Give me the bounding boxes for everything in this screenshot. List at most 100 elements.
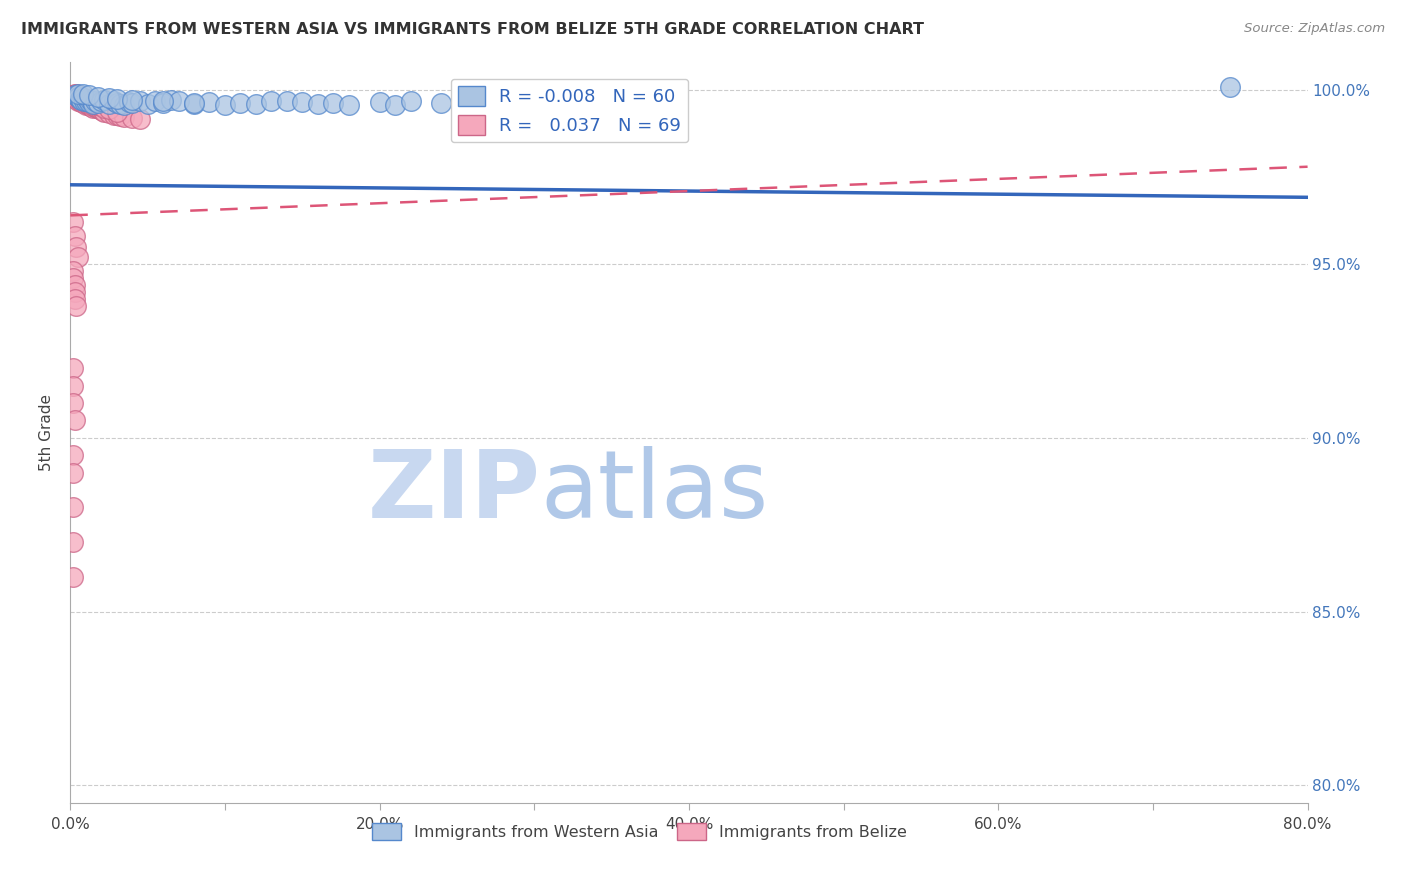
Point [67,90,90,104]
Point [399,94,422,108]
Point [62,535,84,549]
Point [69,92,91,106]
Point [72,95,94,109]
Point [245,97,267,112]
Point [72,96,94,111]
Point [600,97,623,112]
Point [80,95,103,109]
Point [198,95,221,110]
Point [65,87,87,102]
Point [87,98,110,112]
Text: ZIP: ZIP [367,446,540,538]
Point [70,90,93,104]
Point [108,109,131,123]
Point [63,229,86,244]
Point [62,500,84,515]
Point [80,99,103,113]
Point [260,94,283,108]
Text: atlas: atlas [540,446,769,538]
Point [152,96,174,111]
Point [73,95,96,110]
Point [276,95,298,109]
Point [87,101,110,115]
Legend: Immigrants from Western Asia, Immigrants from Belize: Immigrants from Western Asia, Immigrants… [366,816,912,847]
Point [103,95,125,109]
Point [62,271,84,285]
Text: IMMIGRANTS FROM WESTERN ASIA VS IMMIGRANTS FROM BELIZE 5TH GRADE CORRELATION CHA: IMMIGRANTS FROM WESTERN ASIA VS IMMIGRAN… [21,22,924,37]
Point [152,95,174,109]
Point [76,92,98,106]
Point [229,96,252,111]
Point [121,96,143,111]
Point [72,87,94,102]
Point [73,94,96,108]
Point [90,95,112,109]
Point [98,97,120,112]
Point [79,93,101,107]
Point [121,93,143,107]
Point [121,111,143,125]
Point [90,99,112,113]
Point [105,108,128,122]
Point [77,95,100,110]
Point [82,101,105,115]
Point [63,87,86,101]
Point [98,103,120,117]
Point [183,97,205,112]
Point [89,103,111,117]
Point [136,97,159,112]
Point [77,88,100,103]
Point [129,112,152,126]
Point [114,111,135,125]
Point [62,264,84,278]
Point [93,104,115,119]
Point [430,96,453,111]
Point [647,101,669,115]
Point [62,448,84,462]
Point [93,101,115,115]
Point [62,570,84,584]
Point [62,215,84,229]
Point [368,95,391,110]
Point [70,94,93,108]
Point [67,91,90,105]
Point [67,88,90,103]
Point [82,96,105,111]
Point [90,103,112,117]
Point [67,87,90,101]
Point [63,277,86,292]
Point [75,93,97,107]
Point [492,94,515,108]
Point [86,101,108,115]
Point [461,99,484,113]
Point [63,413,86,427]
Point [114,98,135,112]
Point [384,98,406,112]
Point [70,95,93,110]
Text: Source: ZipAtlas.com: Source: ZipAtlas.com [1244,22,1385,36]
Point [105,92,128,106]
Point [75,98,97,112]
Point [98,91,120,105]
Point [76,97,98,112]
Point [62,88,84,103]
Point [67,94,90,108]
Point [337,98,360,112]
Point [63,285,86,299]
Point [307,97,329,112]
Point [65,90,87,104]
Point [183,96,205,111]
Point [75,96,97,111]
Point [70,93,93,107]
Point [84,100,107,114]
Point [77,98,100,112]
Point [63,88,86,103]
Point [62,466,84,480]
Point [82,99,105,113]
Point [79,99,101,113]
Point [554,95,576,109]
Point [82,97,105,112]
Point [91,104,114,119]
Point [118,95,141,110]
Point [73,92,96,106]
